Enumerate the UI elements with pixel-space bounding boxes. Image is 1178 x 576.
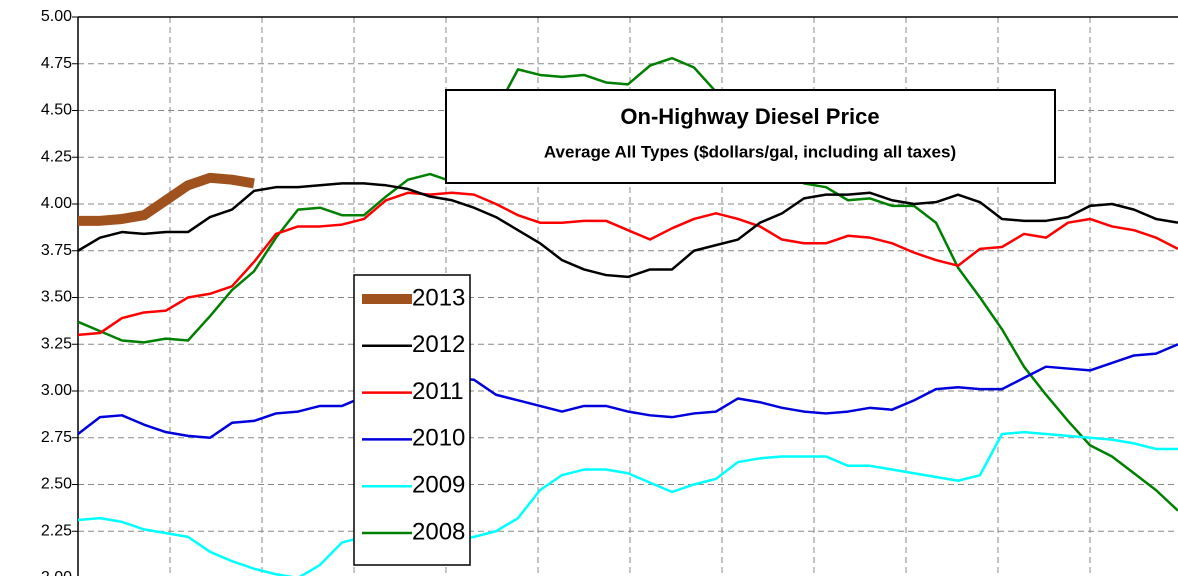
y-tick-label: 3.25 [41,335,72,352]
y-tick-label: 2.00 [41,569,72,576]
grid: 2.00 2.25 2.50 2.75 3.00 3.25 3.50 3.75 4.00 4.25… [41,8,1178,576]
title-box [445,89,1056,184]
legend: 2013 2012 2011 2010 2009 2008 [353,274,471,566]
chart-title: On-Highway Diesel Price [620,104,879,129]
legend-label: 2012 [412,331,465,358]
legend-label: 2008 [412,518,465,545]
legend-label: 2011 [412,378,464,405]
y-tick-label: 3.50 [41,289,72,306]
lines [77,56,1178,576]
y-tick-label: 2.75 [41,429,72,446]
series-line [77,343,1178,439]
y-tick-label: 5.00 [41,8,72,25]
series-line [77,430,1178,576]
y-tick-label: 4.00 [41,195,72,212]
series-line [77,191,1178,337]
y-tick-label: 4.50 [41,102,72,119]
y-tick-label: 3.75 [41,242,72,259]
y-tick-label: 2.25 [41,522,72,539]
legend-label: 2010 [412,425,465,452]
y-tick-label: 4.75 [41,55,72,72]
legend-box [353,274,471,566]
y-tick-label: 2.50 [41,476,72,493]
legend-label: 2013 [412,284,465,311]
y-tick-label: 4.25 [41,148,72,165]
legend-label: 2009 [412,472,465,499]
series-line [77,182,1178,279]
series-line [77,56,1178,512]
series-line [78,172,255,226]
y-tick-label: 3.00 [41,382,72,399]
chart-subtitle: Average All Types ($dollars/gal, includi… [544,142,956,161]
